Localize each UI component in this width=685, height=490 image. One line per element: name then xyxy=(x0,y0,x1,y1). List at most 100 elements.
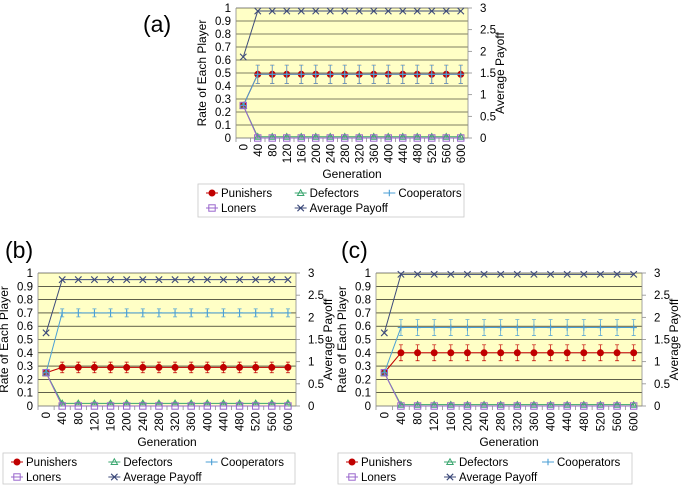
data-point xyxy=(496,402,505,410)
y-tick-label: 0.8 xyxy=(355,295,371,307)
data-point xyxy=(480,400,489,408)
x-tick-label: 320 xyxy=(170,412,182,431)
legend-marker xyxy=(386,189,393,197)
data-point xyxy=(254,134,262,142)
y-tick-label: 0.4 xyxy=(215,81,232,93)
x-tick-label: 520 xyxy=(427,144,439,163)
y2-tick-label: 3 xyxy=(308,268,314,280)
y2-tick-label: 0.5 xyxy=(480,111,496,123)
data-point xyxy=(268,276,276,284)
y-tick-label: 0.6 xyxy=(215,55,231,67)
legend-label: Average Payoff xyxy=(123,472,202,484)
data-point xyxy=(613,402,621,410)
data-point xyxy=(547,324,554,331)
y2-tick-label: 0 xyxy=(480,133,486,145)
data-point xyxy=(427,132,436,140)
legend-marker xyxy=(208,458,215,466)
data-point xyxy=(480,270,488,278)
data-point xyxy=(90,276,99,284)
data-point xyxy=(447,270,455,278)
y-tick-label: 0.2 xyxy=(355,374,371,386)
data-point xyxy=(513,270,521,278)
y2-axis-title: Average Payoff xyxy=(321,298,335,380)
data-point xyxy=(42,369,50,377)
data-point xyxy=(235,276,244,284)
y-tick-label: 0.3 xyxy=(215,94,231,106)
y2-tick-label: 2 xyxy=(480,46,486,58)
data-point xyxy=(463,402,472,410)
x-tick-label: 400 xyxy=(383,144,395,163)
x-tick-label: 400 xyxy=(202,412,214,431)
y-tick-label: 0 xyxy=(27,401,33,413)
data-point xyxy=(480,349,488,357)
data-point xyxy=(442,7,450,15)
panel-label: (b) xyxy=(5,237,33,263)
data-point xyxy=(385,71,392,78)
series-line xyxy=(383,372,634,406)
x-tick-label: 240 xyxy=(479,412,491,431)
legend-marker xyxy=(297,204,305,212)
data-point xyxy=(613,400,622,408)
data-point xyxy=(297,7,305,15)
data-point xyxy=(42,329,50,337)
x-tick-label: 360 xyxy=(529,412,541,431)
data-point xyxy=(513,400,522,408)
data-point xyxy=(384,7,392,15)
data-point xyxy=(428,7,436,15)
data-point xyxy=(446,400,455,408)
data-point xyxy=(58,402,66,410)
data-point xyxy=(463,349,471,357)
data-point xyxy=(75,309,82,317)
data-point xyxy=(457,134,465,142)
chart-panel-1: (b)00.10.20.30.40.50.60.70.80.9100.511.5… xyxy=(0,237,335,485)
x-tick-label: 520 xyxy=(595,412,607,431)
series-cooperators xyxy=(240,64,464,109)
x-tick-label: 0 xyxy=(379,412,391,418)
data-point xyxy=(563,349,571,357)
data-point xyxy=(457,71,464,78)
legend-marker xyxy=(296,188,305,197)
data-point xyxy=(326,132,335,140)
legend: Punishers Defectors Cooperators Loners Avera… xyxy=(337,452,633,485)
y2-tick-label: 1.5 xyxy=(654,335,670,347)
y-tick-label: 0.6 xyxy=(17,321,33,333)
y2-tick-label: 2.5 xyxy=(480,25,496,37)
y-tick-label: 0.9 xyxy=(17,281,33,293)
data-point xyxy=(613,324,621,331)
data-point xyxy=(399,134,407,142)
data-point xyxy=(298,71,305,78)
data-point xyxy=(203,402,212,410)
data-point xyxy=(530,349,538,357)
x-tick-label: 200 xyxy=(311,144,323,163)
y-axis-title: Rate of Each Player xyxy=(195,20,209,127)
data-point xyxy=(442,132,451,140)
y-tick-label: 0.1 xyxy=(215,120,231,132)
x-tick-label: 80 xyxy=(73,412,85,425)
data-point xyxy=(596,400,605,408)
data-point xyxy=(187,309,195,317)
data-point xyxy=(139,402,147,410)
data-point xyxy=(430,349,438,357)
data-point xyxy=(530,270,538,278)
data-point xyxy=(284,402,292,410)
data-point xyxy=(413,270,422,278)
data-point xyxy=(480,324,488,331)
data-point xyxy=(284,276,292,284)
series-line xyxy=(242,105,461,139)
series-line xyxy=(383,372,634,407)
data-point xyxy=(580,324,588,331)
data-point xyxy=(497,349,505,357)
series-line xyxy=(45,312,288,373)
x-tick-label: 80 xyxy=(413,412,425,425)
legend-label: Loners xyxy=(221,203,256,215)
y-tick-label: 0.7 xyxy=(215,42,231,54)
data-point xyxy=(396,400,405,408)
x-tick-label: 200 xyxy=(122,412,134,431)
data-point xyxy=(155,309,163,317)
data-point xyxy=(380,329,388,337)
data-point xyxy=(430,270,438,278)
data-point xyxy=(139,276,147,284)
y2-tick-label: 1 xyxy=(308,357,314,369)
data-point xyxy=(139,309,147,317)
